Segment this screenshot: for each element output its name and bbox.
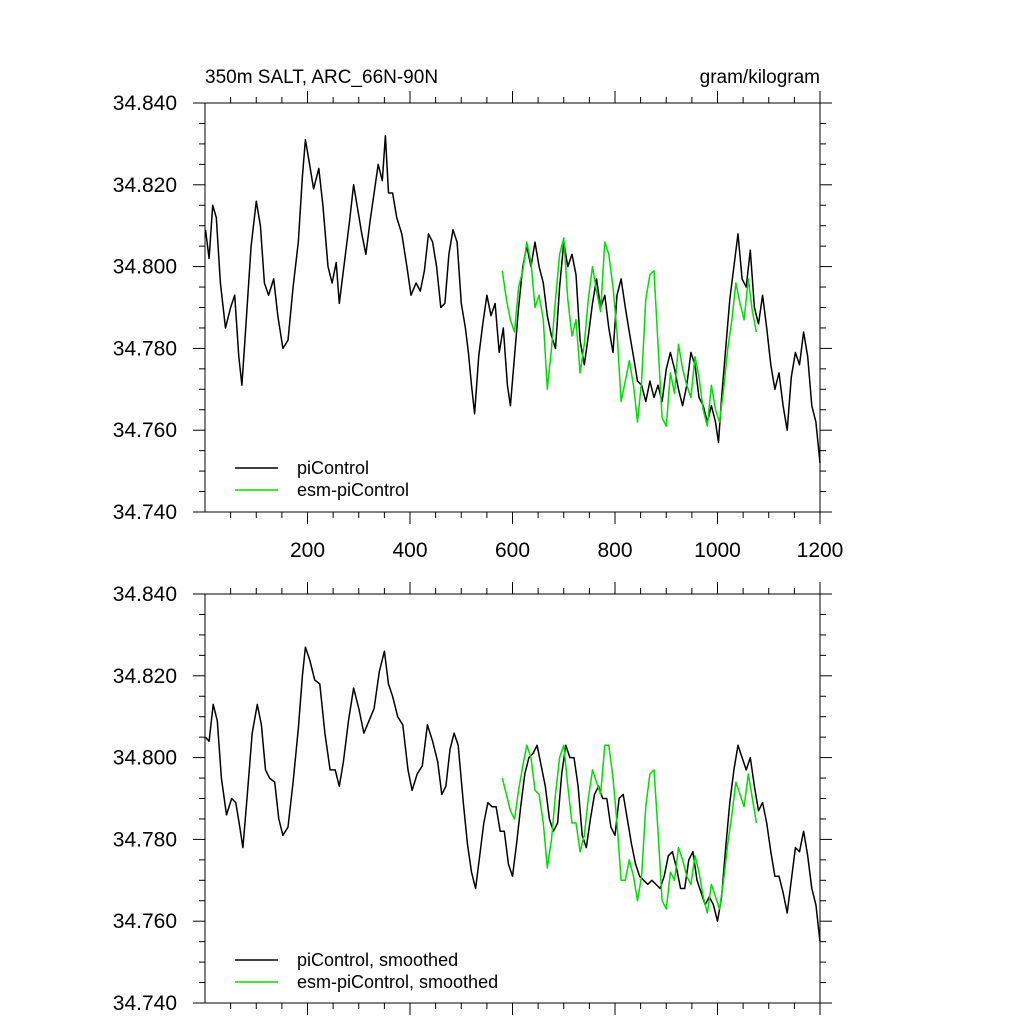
y-tick-label: 34.800 [113, 256, 177, 279]
y-tick-label: 34.740 [113, 501, 177, 524]
series-line-picontrol-smoothed [204, 646, 821, 942]
series-line-picontrol [204, 134, 821, 463]
plot-frame [204, 102, 821, 513]
panel-title-right: gram/kilogram [700, 67, 820, 88]
y-tick-label: 34.840 [113, 92, 177, 115]
series-line-esm-picontrol-smoothed [501, 744, 758, 914]
y-tick-label: 34.820 [113, 665, 177, 688]
legend-label-esm-picontrol: esm-piControl [297, 480, 409, 500]
y-tick-label: 34.760 [113, 419, 177, 442]
y-tick-label: 34.740 [113, 992, 177, 1015]
legend: piControl, smoothed esm-piControl, smoot… [235, 950, 498, 992]
x-tick-labels: 200 400 600 800 1000 1200 [290, 539, 843, 562]
x-tick-label: 600 [495, 539, 530, 562]
series-lines [204, 646, 821, 942]
legend-label-picontrol-smoothed: piControl, smoothed [297, 950, 458, 970]
plot-frame [204, 593, 821, 1004]
y-tick-label: 34.780 [113, 828, 177, 851]
legend-label-esm-picontrol-smoothed: esm-piControl, smoothed [297, 972, 498, 992]
y-tick-label: 34.840 [113, 583, 177, 606]
y-tick-label: 34.820 [113, 174, 177, 197]
x-tick-label: 200 [290, 539, 325, 562]
panel-title-left: 350m SALT, ARC_66N-90N [205, 67, 438, 88]
top-panel: 350m SALT, ARC_66N-90N gram/kilogram 34.… [113, 67, 844, 562]
x-tick-label: 1000 [694, 539, 741, 562]
axis-ticks [193, 582, 832, 1015]
axis-ticks [193, 91, 832, 524]
x-tick-label: 1200 [797, 539, 844, 562]
y-tick-label: 34.800 [113, 747, 177, 770]
bottom-panel: 34.740 34.760 34.780 34.800 34.820 34.840 piC… [113, 582, 832, 1015]
x-tick-label: 400 [392, 539, 427, 562]
legend: piControl esm-piControl [235, 458, 409, 500]
x-tick-label: 800 [597, 539, 632, 562]
y-tick-label: 34.760 [113, 910, 177, 933]
series-lines [204, 134, 821, 463]
legend-label-picontrol: piControl [297, 458, 369, 478]
y-tick-labels: 34.740 34.760 34.780 34.800 34.820 34.840 [113, 583, 177, 1015]
series-line-esm-picontrol [501, 237, 758, 427]
y-tick-label: 34.780 [113, 337, 177, 360]
y-tick-labels: 34.740 34.760 34.780 34.800 34.820 34.840 [113, 92, 177, 524]
